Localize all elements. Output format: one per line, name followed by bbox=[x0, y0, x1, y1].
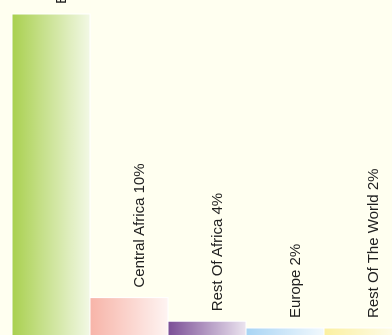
bar-europe bbox=[245, 327, 325, 335]
data-label-europe: Europe 2% bbox=[287, 244, 304, 318]
bar-rest-of-africa bbox=[167, 320, 247, 335]
data-label-rest-of-the-world: Rest Of The World 2% bbox=[365, 168, 382, 318]
data-label-east-africa: East Africa 82% bbox=[53, 0, 70, 4]
data-label-rest-of-africa: Rest Of Africa 4% bbox=[209, 193, 226, 311]
bars-layer bbox=[11, 13, 392, 335]
bar-rest-of-the-world bbox=[323, 327, 392, 335]
data-label-central-africa: Central Africa 10% bbox=[131, 163, 148, 287]
labels-layer: East Africa 82% Central Africa 10% Rest Of… bbox=[53, 0, 382, 318]
bar-central-africa bbox=[89, 297, 169, 335]
bar-east-africa bbox=[11, 13, 91, 335]
